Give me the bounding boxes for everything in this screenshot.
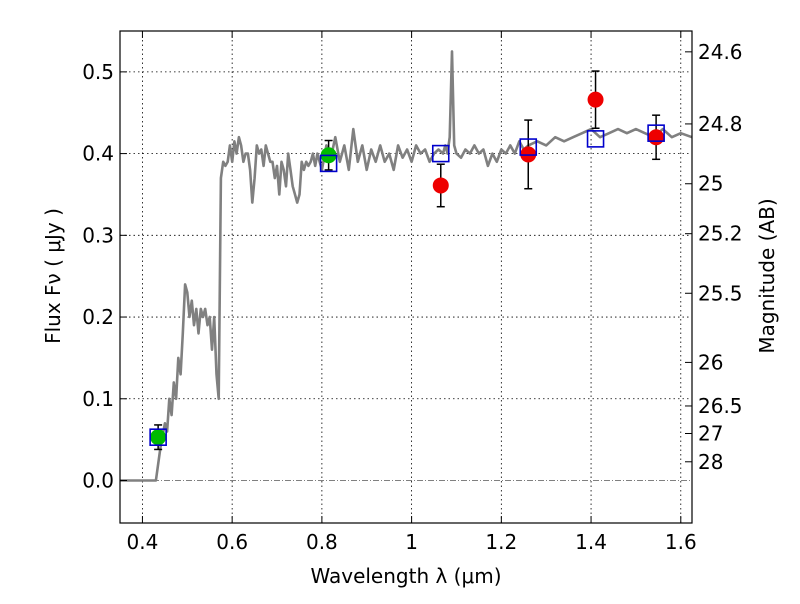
y2-tick-label: 24.6 [698, 40, 743, 64]
model-bandpass-square [431, 144, 450, 163]
points-layer [150, 91, 665, 446]
y2-axis-ticks: 24.6 24.8 25 25.2 25.5 26 26.5 27 28 [685, 40, 743, 474]
photometry-point [432, 177, 449, 194]
photometry-point [587, 91, 604, 108]
y2-tick-label: 25.2 [698, 222, 743, 246]
model-spectrum-line [120, 50, 693, 482]
x-tick-label: 0.8 [306, 530, 338, 554]
squares-layer [149, 124, 665, 446]
x-axis-label: Wavelength λ (μm) [310, 564, 501, 588]
x-tick-label: 1.4 [575, 530, 607, 554]
model-bandpass-square [519, 138, 538, 156]
y2-tick-label: 27 [698, 422, 723, 446]
y2-tick-label: 24.8 [698, 112, 743, 136]
x-tick-label: 0.4 [127, 530, 159, 554]
y-tick-label: 0.4 [82, 142, 114, 166]
y-tick-label: 0.3 [82, 223, 114, 247]
model-bandpass-square [586, 130, 605, 148]
x-tick-label: 1.2 [485, 530, 517, 554]
y-tick-label: 0.1 [82, 387, 114, 411]
model-bandpass-square [319, 154, 338, 173]
y2-tick-label: 26.5 [698, 394, 743, 418]
y2-tick-label: 25.5 [698, 281, 743, 305]
y-tick-label: 0.2 [82, 305, 114, 329]
y2-tick-label: 25 [698, 172, 723, 196]
y2-tick-label: 26 [698, 350, 723, 374]
plot-frame [119, 30, 693, 524]
y-tick-label: 0.0 [82, 469, 114, 493]
photometry-point [150, 429, 167, 446]
spectrum-layer [120, 50, 693, 482]
y-axis-label: Flux Fν ( μJy ) [41, 208, 65, 344]
model-bandpass-square [149, 428, 167, 446]
x-axis-ticks: 0.4 0.6 0.8 1 1.2 1.4 1.6 [127, 31, 697, 554]
y2-axis-label: Magnitude (AB) [755, 198, 779, 353]
y-tick-label: 0.5 [82, 60, 114, 84]
model-bandpass-square [647, 124, 665, 142]
x-tick-label: 0.6 [216, 530, 248, 554]
y2-tick-label: 28 [698, 450, 723, 474]
x-tick-label: 1 [405, 530, 418, 554]
y-axis-ticks: 0.0 0.1 0.2 0.3 0.4 0.5 [82, 60, 127, 493]
x-tick-label: 1.6 [665, 530, 697, 554]
photometry-point [648, 129, 665, 146]
grid-layer [120, 31, 692, 523]
